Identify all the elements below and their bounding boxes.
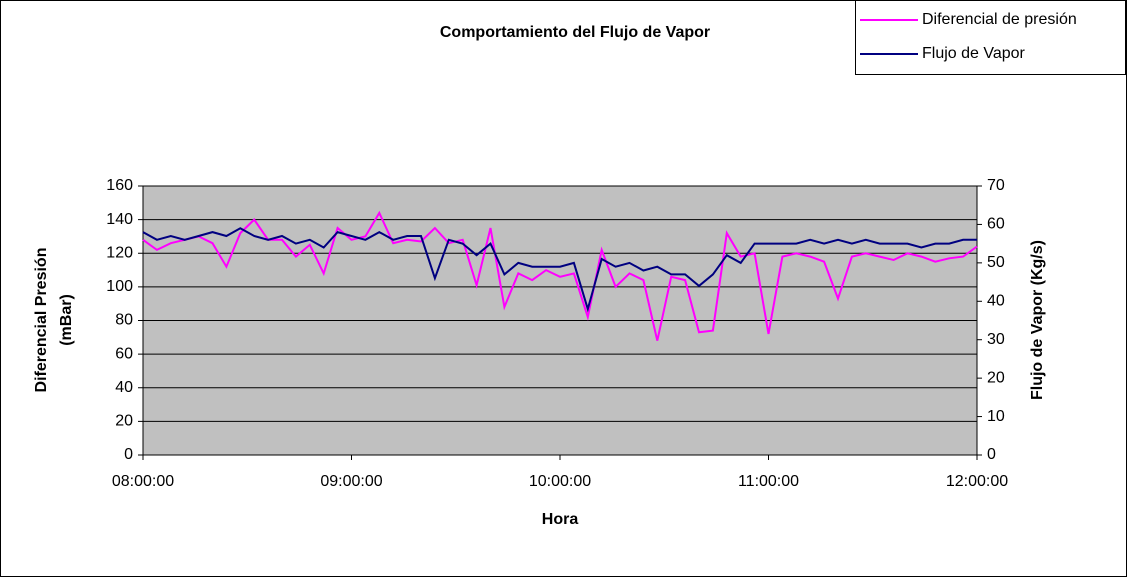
x-tick-label: 09:00:00 bbox=[320, 473, 382, 490]
x-tick-label: 10:00:00 bbox=[529, 473, 591, 490]
chart-title: Comportamiento del Flujo de Vapor bbox=[440, 24, 710, 41]
legend-label: Diferencial de presión bbox=[922, 11, 1077, 28]
series-line bbox=[142, 210, 978, 341]
y2-tick-label: 40 bbox=[987, 293, 1005, 310]
y2-tick-label: 60 bbox=[987, 216, 1005, 233]
y-tick-label: 0 bbox=[124, 446, 133, 463]
y2-axis-label: Flujo de Vapor (Kg/s) bbox=[1029, 240, 1046, 400]
legend-label: Flujo de Vapor bbox=[922, 45, 1026, 62]
series-line bbox=[142, 227, 977, 313]
y-tick-label: 140 bbox=[106, 211, 133, 228]
y-axis-label: Diferencial Presión bbox=[33, 248, 50, 393]
y2-tick-label: 0 bbox=[987, 446, 996, 463]
x-axis-label: Hora bbox=[542, 511, 579, 528]
y-tick-label: 40 bbox=[115, 379, 133, 396]
x-tick-label: 12:00:00 bbox=[946, 473, 1008, 490]
y-tick-label: 160 bbox=[106, 177, 133, 194]
y-tick-label: 80 bbox=[115, 312, 133, 329]
x-tick-label: 08:00:00 bbox=[112, 473, 174, 490]
y-axis-label: (mBar) bbox=[58, 294, 75, 346]
y2-tick-label: 20 bbox=[987, 369, 1005, 386]
y2-tick-label: 30 bbox=[987, 331, 1005, 348]
y-tick-label: 60 bbox=[115, 345, 133, 362]
y2-tick-label: 70 bbox=[987, 177, 1005, 194]
y-tick-label: 20 bbox=[115, 413, 133, 430]
y2-tick-label: 10 bbox=[987, 408, 1005, 425]
x-tick-label: 11:00:00 bbox=[738, 473, 799, 490]
y-tick-label: 100 bbox=[106, 278, 133, 295]
y2-tick-label: 50 bbox=[987, 254, 1005, 271]
y-tick-label: 120 bbox=[106, 244, 133, 261]
legend bbox=[855, 0, 1126, 75]
